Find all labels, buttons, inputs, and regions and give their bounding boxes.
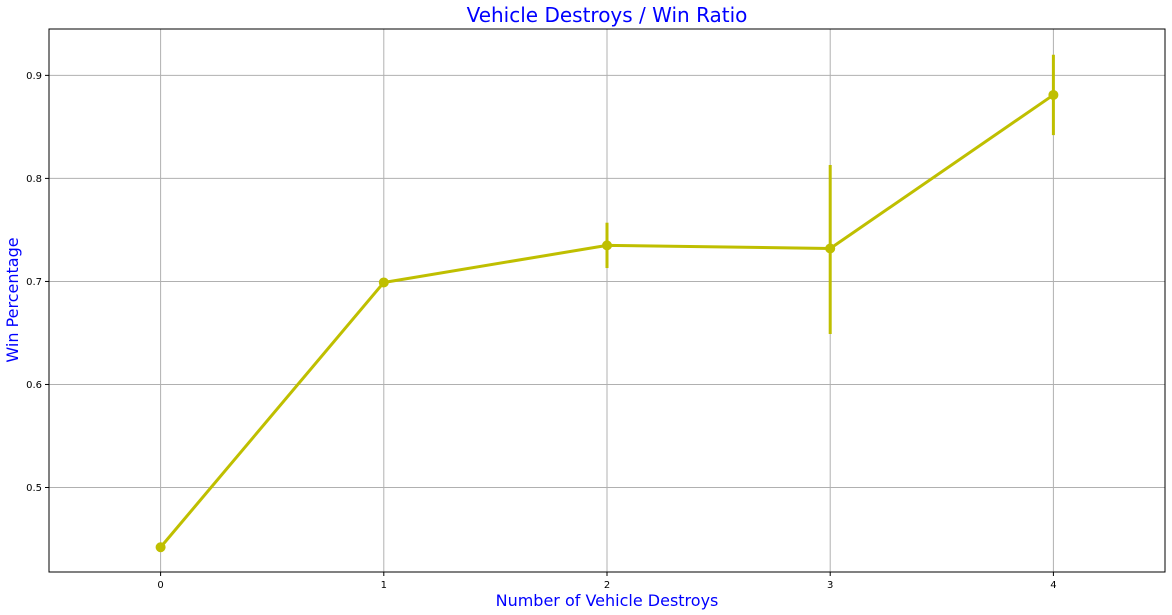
y-tick-label: 0.6 bbox=[26, 380, 42, 391]
grid-lines bbox=[49, 29, 1165, 572]
data-point bbox=[155, 542, 166, 553]
data-point bbox=[602, 240, 612, 251]
y-tick-label: 0.7 bbox=[26, 277, 42, 288]
y-tick-label: 0.8 bbox=[26, 174, 42, 185]
y-tick-label: 0.9 bbox=[26, 71, 42, 82]
x-tick-label: 0 bbox=[157, 580, 163, 591]
data-point bbox=[378, 277, 389, 288]
x-tick-label: 3 bbox=[827, 580, 833, 591]
data-series bbox=[155, 54, 1059, 553]
y-tick-label: 0.5 bbox=[26, 483, 42, 494]
x-axis-label: Number of Vehicle Destroys bbox=[496, 591, 719, 610]
x-tick-label: 4 bbox=[1050, 580, 1056, 591]
x-tick-label: 2 bbox=[604, 580, 610, 591]
chart-title: Vehicle Destroys / Win Ratio bbox=[467, 3, 748, 27]
y-axis-label: Win Percentage bbox=[3, 237, 22, 362]
data-point bbox=[1048, 89, 1059, 100]
data-point bbox=[825, 243, 836, 254]
x-tick-label: 1 bbox=[381, 580, 387, 591]
axis-ticks: 0 1 2 3 4 0.5 0.6 0.7 0.8 0.9 bbox=[26, 71, 1056, 591]
